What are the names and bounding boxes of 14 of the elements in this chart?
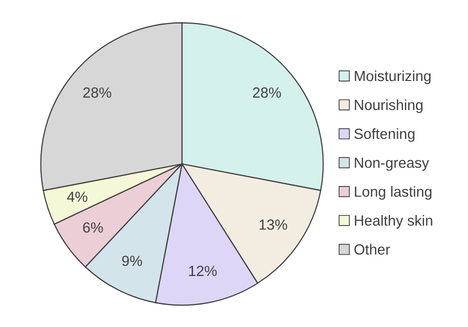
legend-label: Healthy skin bbox=[354, 215, 432, 229]
data-label: 28% bbox=[83, 87, 112, 98]
legend-label: Moisturizing bbox=[354, 70, 431, 84]
legend-label: Softening bbox=[354, 128, 414, 142]
data-label: 12% bbox=[189, 266, 217, 276]
data-label: 4% bbox=[67, 192, 88, 202]
data-label: 6% bbox=[83, 222, 103, 233]
data-label: 28% bbox=[252, 87, 281, 98]
legend-label: Non-greasy bbox=[354, 158, 430, 171]
legend-label: Nourishing bbox=[354, 99, 422, 113]
data-label: 9% bbox=[122, 256, 142, 266]
legend-label: Long lasting bbox=[354, 186, 432, 200]
data-label: 13% bbox=[260, 219, 288, 230]
legend-label: Other bbox=[354, 244, 390, 255]
